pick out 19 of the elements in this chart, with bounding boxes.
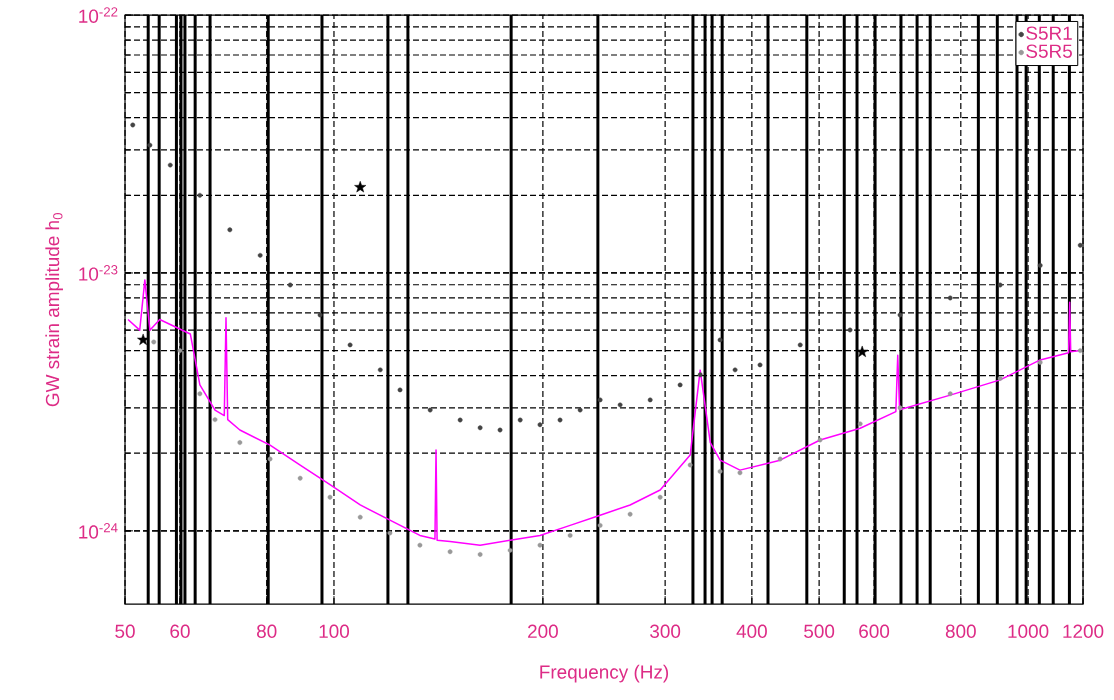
x-tick-label: 100 — [319, 624, 350, 638]
y-tick-label: 10$^{-24}$ — [79, 523, 118, 539]
x-tick-label: 80 — [257, 624, 277, 638]
x-tick-label: 50 — [115, 624, 135, 638]
legend-label: S5R1 — [1026, 26, 1072, 40]
x-axis-title: Frequency (Hz) — [540, 664, 669, 683]
x-tick-label: 500 — [804, 624, 835, 638]
y-tick-label: 10$^{-22}$ — [79, 7, 118, 23]
x-tick-label: 60 — [170, 624, 190, 638]
y-axis-title: GW strain amplitude h$_{0}$ — [45, 213, 63, 407]
legend-label: S5R5 — [1026, 44, 1072, 58]
x-tick-label: 600 — [859, 624, 890, 638]
x-tick-label: 800 — [945, 624, 976, 638]
x-tick-label: 1000 — [1008, 624, 1049, 638]
x-tick-label: 400 — [736, 624, 767, 638]
y-tick-label: 10$^{-23}$ — [79, 265, 118, 281]
x-tick-label: 200 — [528, 624, 558, 638]
x-tick-label: 1200 — [1063, 624, 1104, 638]
x-tick-label: 300 — [650, 624, 681, 638]
